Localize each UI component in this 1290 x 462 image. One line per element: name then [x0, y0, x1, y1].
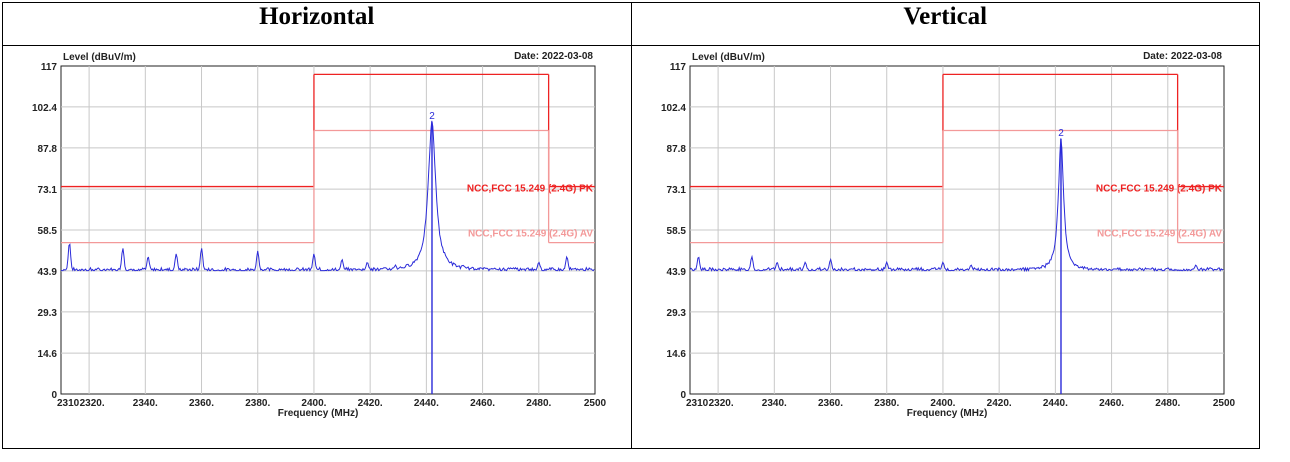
x-tick-label: 2400.: [930, 398, 955, 409]
y-tick-label: 117: [41, 62, 58, 73]
x-tick-label: 2380.: [245, 398, 270, 409]
x-tick-label: 2480.: [1155, 398, 1180, 409]
chart-vertical: 0 14.6 29.3 43.9 58.5 73.1 87.8 102.4 117 2310 232…: [660, 51, 1235, 419]
y-tick-label: 14.6: [666, 349, 686, 360]
x-tick-label: 2440.: [414, 398, 439, 409]
y-tick-label: 29.3: [38, 308, 58, 319]
y-tick-label: 58.5: [38, 226, 58, 237]
x-tick-label: 2360.: [189, 398, 214, 409]
x-tick-label: 2360.: [818, 398, 843, 409]
x-tick-label: 2310: [57, 398, 80, 409]
x-tick-label: 2500: [584, 398, 607, 409]
trace-line: [60, 120, 595, 273]
x-tick-label: 2380.: [874, 398, 899, 409]
y-tick-label: 14.6: [38, 349, 58, 360]
y-tick-label: 102.4: [32, 103, 57, 114]
x-tick-label: 2460.: [470, 398, 495, 409]
x-tick-label: 2500: [1212, 398, 1235, 409]
x-tick-label: 2420.: [358, 398, 383, 409]
x-tick-label: 2480.: [526, 398, 551, 409]
x-tick-label: 2320.: [708, 398, 733, 409]
y-tick-label: 102.4: [660, 103, 685, 114]
trace-line: [689, 138, 1223, 273]
x-tick-label: 2320.: [80, 398, 105, 409]
header-vertical: Vertical: [630, 2, 1260, 46]
marker-label: 2: [429, 111, 435, 122]
limit-label-av: NCC,FCC 15.249 (2.4G) AV: [1096, 229, 1221, 240]
marker-label: 2: [1058, 128, 1064, 139]
y-axis-label: Level (dBuV/m): [692, 52, 765, 63]
x-tick-label: 2340.: [133, 398, 158, 409]
y-axis-label: Level (dBuV/m): [63, 52, 136, 63]
y-tick-label: 87.8: [38, 144, 58, 155]
y-tick-label: 73.1: [666, 185, 686, 196]
header-horizontal: Horizontal: [2, 2, 632, 46]
y-tick-label: 0: [680, 390, 686, 401]
cell-vertical: 0 14.6 29.3 43.9 58.5 73.1 87.8 102.4 117 2310 232…: [630, 45, 1260, 449]
y-tick-label: 43.9: [666, 267, 686, 278]
results-table: Horizontal Vertical 0 14.6 29.3 43.9 58.5 73.…: [2, 2, 1260, 449]
y-tick-label: 87.8: [666, 144, 686, 155]
y-tick-label: 0: [51, 390, 57, 401]
cell-horizontal: 0 14.6 29.3 43.9 58.5 73.1 87.8 102.4 117 2310 232…: [2, 45, 632, 449]
limit-label-av: NCC,FCC 15.249 (2.4G) AV: [468, 229, 593, 240]
chart-horizontal: 0 14.6 29.3 43.9 58.5 73.1 87.8 102.4 117 2310 232…: [32, 51, 607, 419]
x-tick-label: 2340.: [761, 398, 786, 409]
x-tick-label: 2420.: [986, 398, 1011, 409]
y-tick-label: 58.5: [666, 226, 686, 237]
date-label: Date: 2022-03-08: [514, 51, 593, 62]
x-tick-label: 2440.: [1042, 398, 1067, 409]
x-tick-label: 2400.: [301, 398, 326, 409]
limit-label-pk: NCC,FCC 15.249 (2.4G) PK: [1095, 184, 1222, 195]
y-tick-label: 117: [669, 62, 686, 73]
x-axis-label: Frequency (MHz): [906, 408, 987, 419]
y-tick-label: 29.3: [666, 308, 686, 319]
date-label: Date: 2022-03-08: [1143, 51, 1222, 62]
x-tick-label: 2310: [686, 398, 709, 409]
x-axis-label: Frequency (MHz): [278, 408, 359, 419]
y-tick-label: 73.1: [38, 185, 58, 196]
x-tick-label: 2460.: [1099, 398, 1124, 409]
y-tick-label: 43.9: [38, 267, 58, 278]
limit-label-pk: NCC,FCC 15.249 (2.4G) PK: [467, 184, 594, 195]
